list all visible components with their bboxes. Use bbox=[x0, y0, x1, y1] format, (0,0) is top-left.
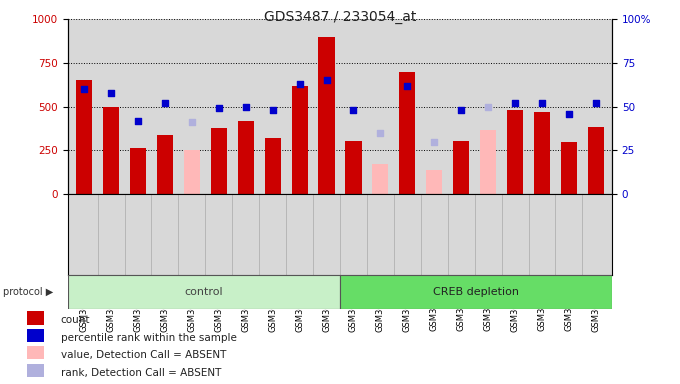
FancyBboxPatch shape bbox=[340, 275, 612, 309]
Bar bbox=[238, 121, 254, 194]
Point bbox=[348, 107, 359, 113]
Bar bbox=[184, 150, 200, 194]
Bar bbox=[157, 134, 173, 194]
Point bbox=[160, 100, 171, 106]
Bar bbox=[534, 112, 550, 194]
Point bbox=[509, 100, 520, 106]
Point bbox=[456, 107, 466, 113]
Bar bbox=[399, 72, 415, 194]
Point bbox=[537, 100, 547, 106]
Bar bbox=[318, 37, 335, 194]
Point bbox=[240, 104, 251, 110]
Bar bbox=[27, 311, 44, 325]
Text: GDS3487 / 233054_at: GDS3487 / 233054_at bbox=[264, 10, 416, 23]
Text: CREB depletion: CREB depletion bbox=[433, 287, 519, 297]
Point bbox=[133, 118, 143, 124]
Bar bbox=[211, 128, 227, 194]
Text: count: count bbox=[61, 315, 90, 325]
Point bbox=[321, 77, 332, 83]
Bar bbox=[27, 329, 44, 342]
Bar bbox=[453, 141, 469, 194]
Text: rank, Detection Call = ABSENT: rank, Detection Call = ABSENT bbox=[61, 368, 221, 378]
Bar bbox=[130, 149, 146, 194]
Point bbox=[402, 83, 413, 89]
Bar bbox=[76, 80, 92, 194]
Bar bbox=[507, 110, 523, 194]
Bar bbox=[103, 107, 119, 194]
Text: protocol ▶: protocol ▶ bbox=[3, 287, 54, 297]
Bar bbox=[480, 130, 496, 194]
Bar bbox=[265, 138, 281, 194]
Bar bbox=[426, 170, 442, 194]
Bar bbox=[27, 346, 44, 359]
Text: control: control bbox=[185, 287, 223, 297]
Point bbox=[214, 105, 224, 111]
FancyBboxPatch shape bbox=[68, 275, 340, 309]
Point bbox=[429, 139, 440, 145]
Point bbox=[186, 119, 197, 125]
Bar bbox=[292, 86, 307, 194]
Point bbox=[294, 81, 305, 87]
Bar bbox=[345, 141, 362, 194]
Bar bbox=[373, 164, 388, 194]
Text: value, Detection Call = ABSENT: value, Detection Call = ABSENT bbox=[61, 350, 226, 360]
Point bbox=[105, 89, 116, 96]
Point bbox=[267, 107, 278, 113]
Bar bbox=[588, 127, 604, 194]
Point bbox=[375, 130, 386, 136]
Text: percentile rank within the sample: percentile rank within the sample bbox=[61, 333, 237, 343]
Bar bbox=[27, 364, 44, 377]
Point bbox=[564, 111, 575, 117]
Point bbox=[79, 86, 90, 92]
Bar bbox=[561, 142, 577, 194]
Point bbox=[483, 104, 494, 110]
Point bbox=[590, 100, 601, 106]
